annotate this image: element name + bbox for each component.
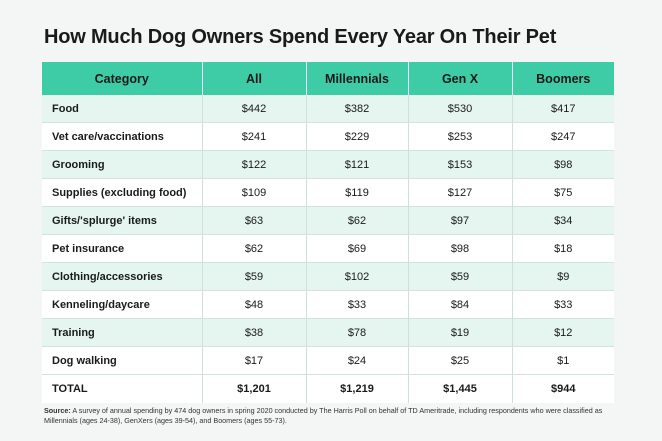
gen-x-cell: $25 xyxy=(408,346,513,375)
category-cell: Clothing/accessories xyxy=(42,262,203,291)
source-note: Source: A survey of annual spending by 4… xyxy=(44,406,624,426)
table-row: Training $38 $78 $19 $12 xyxy=(42,318,614,347)
all-cell: $62 xyxy=(202,234,307,263)
source-label: Source: xyxy=(44,406,71,415)
millennials-cell: $33 xyxy=(306,290,409,319)
boomers-cell: $98 xyxy=(512,150,614,179)
boomers-cell: $1 xyxy=(512,346,614,375)
boomers-cell: $417 xyxy=(512,95,614,123)
gen-x-cell: $530 xyxy=(408,95,513,123)
boomers-cell: $944 xyxy=(512,374,614,403)
table-row: Grooming $122 $121 $153 $98 xyxy=(42,150,614,179)
all-cell: $59 xyxy=(202,262,307,291)
all-cell: $442 xyxy=(202,95,307,123)
table-row: Kenneling/daycare $48 $33 $84 $33 xyxy=(42,290,614,319)
boomers-cell: $33 xyxy=(512,290,614,319)
category-cell: Dog walking xyxy=(42,346,203,375)
table-body: Food $442 $382 $530 $417 Vet care/vaccination… xyxy=(42,95,614,403)
gen-x-cell: $59 xyxy=(408,262,513,291)
gen-x-cell: $98 xyxy=(408,234,513,263)
table-row: Dog walking $17 $24 $25 $1 xyxy=(42,346,614,375)
header-gen-x: Gen X xyxy=(408,62,513,95)
gen-x-cell: $127 xyxy=(408,178,513,207)
boomers-cell: $247 xyxy=(512,122,614,151)
all-cell: $109 xyxy=(202,178,307,207)
table-row: Supplies (excluding food) $109 $119 $127 $75 xyxy=(42,178,614,207)
gen-x-cell: $19 xyxy=(408,318,513,347)
millennials-cell: $102 xyxy=(306,262,409,291)
table-row: Vet care/vaccinations $241 $229 $253 $247 xyxy=(42,122,614,151)
all-cell: $241 xyxy=(202,122,307,151)
all-cell: $1,201 xyxy=(202,374,307,403)
category-cell: Gifts/'splurge' items xyxy=(42,206,203,235)
millennials-cell: $69 xyxy=(306,234,409,263)
chart-title: How Much Dog Owners Spend Every Year On … xyxy=(44,26,557,48)
millennials-cell: $78 xyxy=(306,318,409,347)
spending-table: Category All Millennials Gen X Boomers F… xyxy=(42,62,614,403)
header-millennials: Millennials xyxy=(306,62,409,95)
category-cell: Kenneling/daycare xyxy=(42,290,203,319)
header-all: All xyxy=(202,62,307,95)
boomers-cell: $9 xyxy=(512,262,614,291)
table-row: Food $442 $382 $530 $417 xyxy=(42,95,614,123)
table-row: Gifts/'splurge' items $63 $62 $97 $34 xyxy=(42,206,614,235)
table-row: Clothing/accessories $59 $102 $59 $9 xyxy=(42,262,614,291)
all-cell: $17 xyxy=(202,346,307,375)
gen-x-cell: $253 xyxy=(408,122,513,151)
millennials-cell: $24 xyxy=(306,346,409,375)
gen-x-cell: $153 xyxy=(408,150,513,179)
boomers-cell: $34 xyxy=(512,206,614,235)
millennials-cell: $1,219 xyxy=(306,374,409,403)
millennials-cell: $229 xyxy=(306,122,409,151)
source-text: A survey of annual spending by 474 dog o… xyxy=(44,406,603,425)
millennials-cell: $382 xyxy=(306,95,409,123)
category-cell: TOTAL xyxy=(42,374,203,403)
all-cell: $48 xyxy=(202,290,307,319)
header-boomers: Boomers xyxy=(512,62,614,95)
boomers-cell: $12 xyxy=(512,318,614,347)
gen-x-cell: $84 xyxy=(408,290,513,319)
all-cell: $122 xyxy=(202,150,307,179)
category-cell: Supplies (excluding food) xyxy=(42,178,203,207)
category-cell: Vet care/vaccinations xyxy=(42,122,203,151)
category-cell: Food xyxy=(42,95,203,123)
total-row: TOTAL $1,201 $1,219 $1,445 $944 xyxy=(42,374,614,403)
header-row: Category All Millennials Gen X Boomers xyxy=(42,62,614,95)
category-cell: Pet insurance xyxy=(42,234,203,263)
millennials-cell: $119 xyxy=(306,178,409,207)
table-row: Pet insurance $62 $69 $98 $18 xyxy=(42,234,614,263)
millennials-cell: $62 xyxy=(306,206,409,235)
category-cell: Training xyxy=(42,318,203,347)
header-category: Category xyxy=(42,62,203,95)
all-cell: $38 xyxy=(202,318,307,347)
category-cell: Grooming xyxy=(42,150,203,179)
boomers-cell: $18 xyxy=(512,234,614,263)
all-cell: $63 xyxy=(202,206,307,235)
gen-x-cell: $97 xyxy=(408,206,513,235)
millennials-cell: $121 xyxy=(306,150,409,179)
gen-x-cell: $1,445 xyxy=(408,374,513,403)
boomers-cell: $75 xyxy=(512,178,614,207)
